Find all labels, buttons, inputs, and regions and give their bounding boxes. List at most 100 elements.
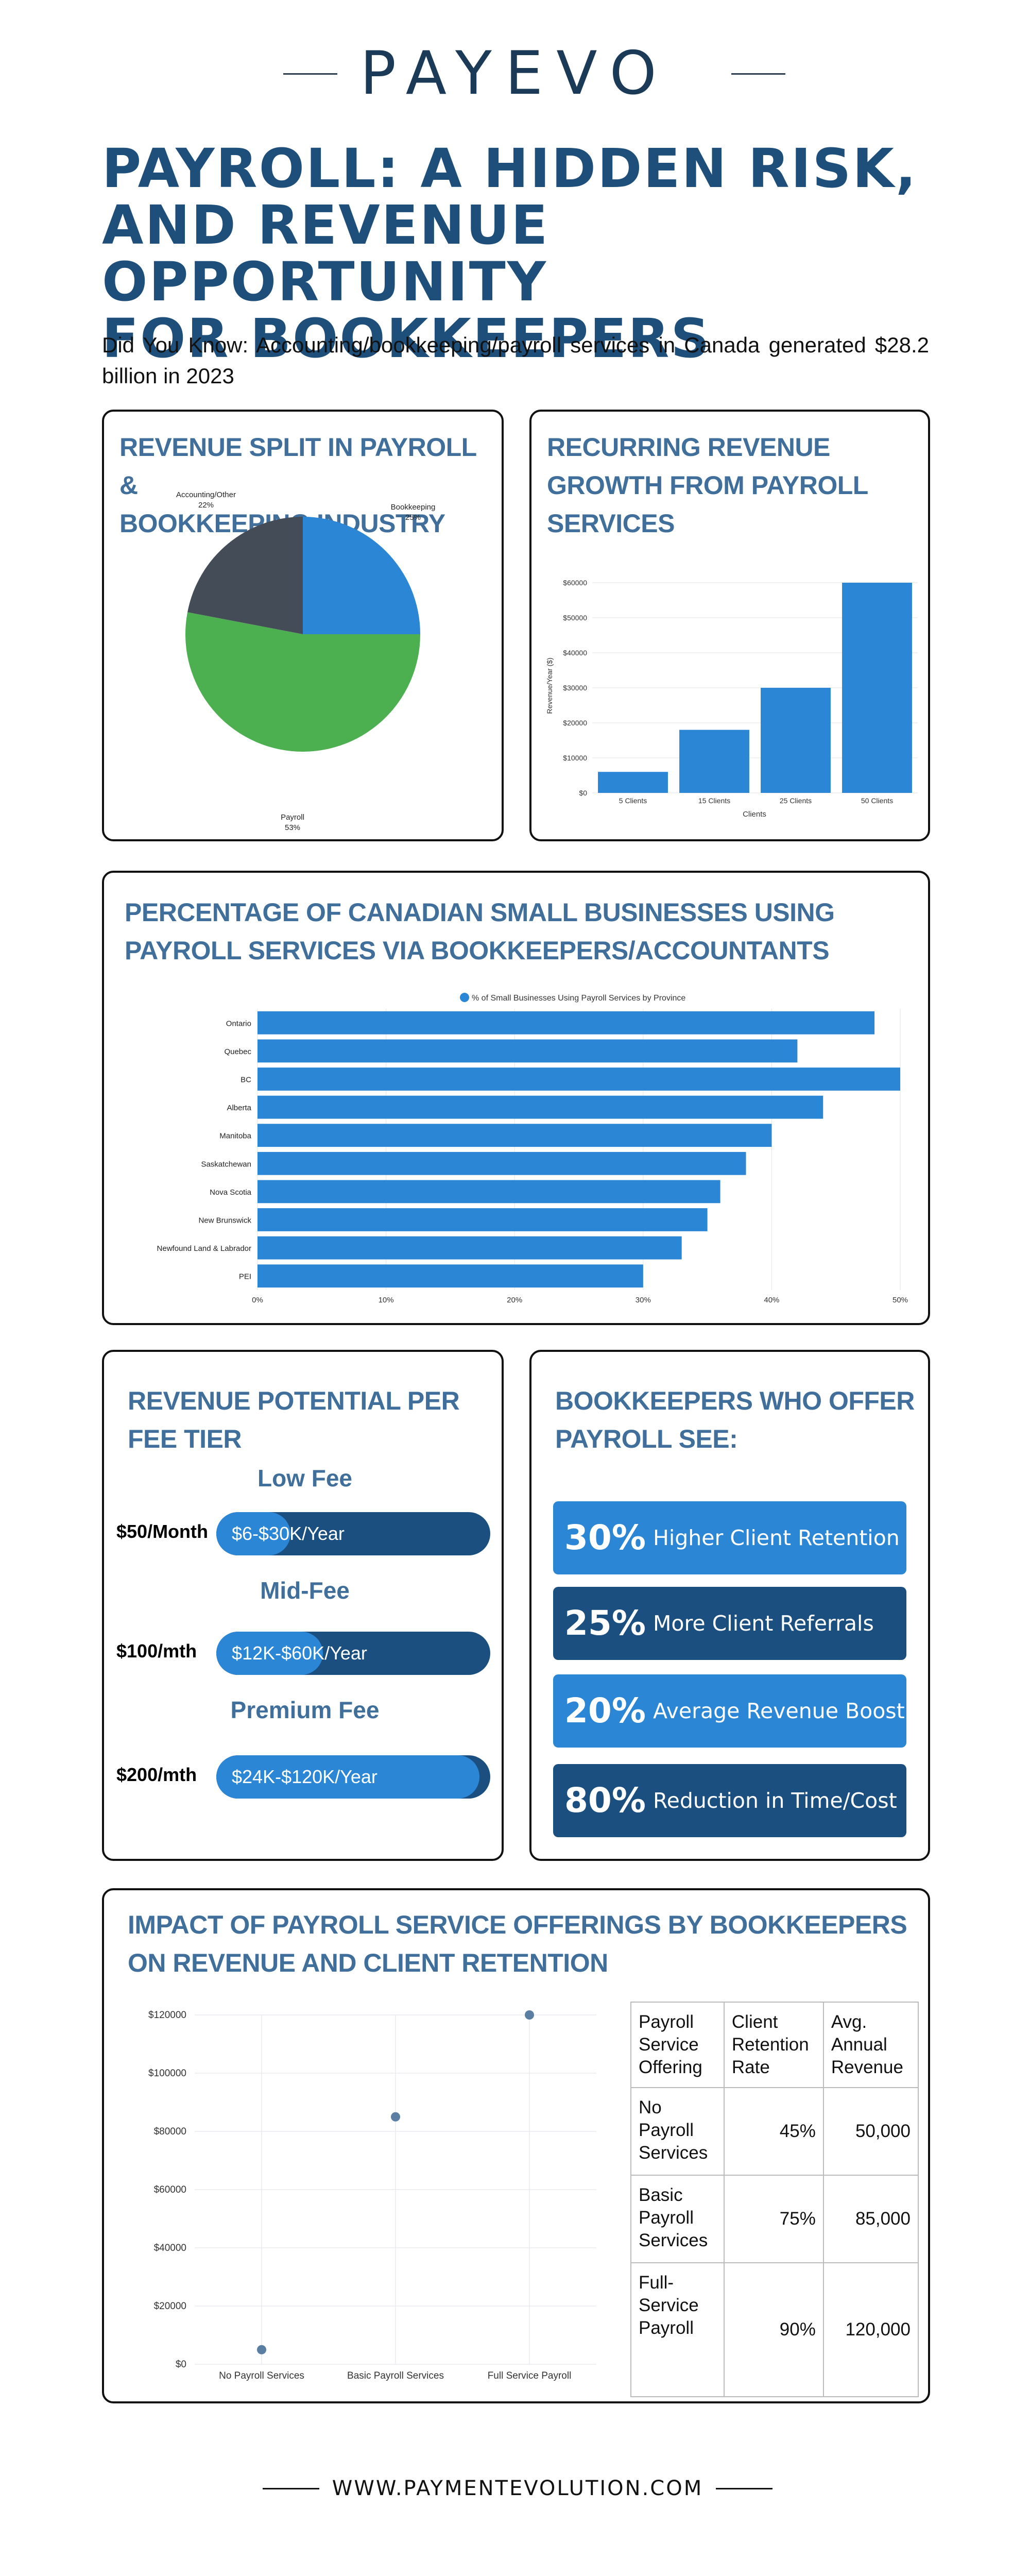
province-bar bbox=[258, 1236, 682, 1260]
recurring-revenue-card: RECURRING REVENUE GROWTH FROM PAYROLL SE… bbox=[529, 410, 930, 841]
province-bar bbox=[258, 1180, 720, 1204]
revenue-ytick: $50000 bbox=[563, 614, 587, 622]
fee-tier-title-line-1: REVENUE POTENTIAL PER bbox=[128, 1386, 460, 1415]
impact-title: IMPACT OF PAYROLL SERVICE OFFERINGS BY B… bbox=[128, 1906, 921, 1982]
table-cell: 75% bbox=[723, 2175, 824, 2263]
province-label: BC bbox=[241, 1076, 251, 1084]
title-line-1: PAYROLL: A HIDDEN RISK, bbox=[102, 137, 918, 200]
table-cell: Full-Service Payroll bbox=[630, 2262, 725, 2397]
tier-low-bar: $6-$30K/Year bbox=[216, 1512, 490, 1555]
pie-slice-accounting-other bbox=[187, 517, 303, 634]
impact-point bbox=[525, 2010, 534, 2020]
tier-premium-fill bbox=[216, 1755, 479, 1799]
tier-mid-price: $100/mth bbox=[116, 1640, 197, 1662]
page-title: PAYROLL: A HIDDEN RISK, AND REVENUE OPPO… bbox=[102, 140, 977, 367]
tier-mid-range: $12K-$60K/Year bbox=[232, 1642, 367, 1664]
recurring-revenue-title: RECURRING REVENUE GROWTH FROM PAYROLL SE… bbox=[547, 428, 918, 543]
logo-divider-right bbox=[731, 73, 785, 75]
revenue-bar bbox=[761, 688, 831, 793]
impact-ytick: $100000 bbox=[148, 2068, 186, 2079]
impact-xtick: No Payroll Services bbox=[219, 2370, 304, 2381]
stat-client-retention-text: Higher Client Retention bbox=[653, 1526, 900, 1550]
pie-slice-value: 25% bbox=[405, 513, 421, 522]
revenue-xtick: 25 Clients bbox=[780, 796, 812, 805]
revenue-xtick: 15 Clients bbox=[698, 796, 730, 805]
province-label: PEI bbox=[239, 1273, 251, 1281]
table-row: Full-Service Payroll 90% 120,000 bbox=[630, 2262, 919, 2397]
table-cell: 85,000 bbox=[822, 2175, 919, 2263]
fee-tier-card: REVENUE POTENTIAL PER FEE TIER Low Fee $… bbox=[102, 1350, 504, 1861]
impact-table-header: Payroll Service Offering bbox=[630, 2002, 725, 2088]
revenue-split-card: REVENUE SPLIT IN PAYROLL & BOOKKEEPING I… bbox=[102, 410, 504, 841]
revenue-split-title: REVENUE SPLIT IN PAYROLL & BOOKKEEPING I… bbox=[119, 428, 501, 543]
province-xtick: 0% bbox=[252, 1296, 263, 1304]
revenue-ytick: $0 bbox=[579, 789, 587, 797]
recurring-revenue-xlabel: Clients bbox=[743, 810, 766, 819]
province-xtick: 20% bbox=[507, 1296, 522, 1304]
logo-row: PAYEVO bbox=[0, 39, 1030, 108]
pie-slice-value: 53% bbox=[285, 823, 300, 832]
province-usage-title: PERCENTAGE OF CANADIAN SMALL BUSINESSES … bbox=[125, 893, 918, 970]
province-usage-title-line-1: PERCENTAGE OF CANADIAN SMALL BUSINESSES … bbox=[125, 898, 835, 927]
tier-mid-bar: $12K-$60K/Year bbox=[216, 1632, 490, 1675]
payroll-benefits-title-line-2: PAYROLL SEE: bbox=[555, 1425, 738, 1453]
province-label: Quebec bbox=[224, 1047, 251, 1056]
revenue-ytick: $20000 bbox=[563, 719, 587, 727]
province-bar bbox=[258, 1124, 772, 1147]
revenue-bar bbox=[842, 583, 912, 793]
revenue-ytick: $40000 bbox=[563, 649, 587, 657]
impact-scatter-chart: $0 $20000 $40000 $60000 $80000 $100000 $120000… bbox=[148, 2010, 596, 2381]
stat-time-cost-text: Reduction in Time/Cost bbox=[653, 1788, 897, 1813]
impact-title-line-1: IMPACT OF PAYROLL SERVICE OFFERINGS BY B… bbox=[128, 1910, 907, 1939]
pie-slice-bookkeeping bbox=[303, 517, 420, 634]
tier-low-fill bbox=[216, 1512, 290, 1555]
revenue-ytick: $10000 bbox=[563, 754, 587, 762]
pie-slice-name: Payroll bbox=[281, 813, 304, 822]
province-bar bbox=[258, 1264, 643, 1288]
province-legend-label: % of Small Businesses Using Payroll Serv… bbox=[472, 994, 685, 1003]
payroll-benefits-card: BOOKKEEPERS WHO OFFER PAYROLL SEE: 30% H… bbox=[529, 1350, 930, 1861]
pie-slice-name: Accounting/Other bbox=[176, 490, 236, 499]
revenue-xtick: 50 Clients bbox=[861, 796, 893, 805]
province-bar bbox=[258, 1067, 900, 1091]
province-bar bbox=[258, 1039, 798, 1063]
revenue-bar bbox=[679, 730, 749, 793]
impact-table: Payroll Service Offering Client Retentio… bbox=[630, 2002, 919, 2397]
stat-client-referrals-number: 25% bbox=[564, 1603, 646, 1643]
stat-revenue-boost-number: 20% bbox=[564, 1691, 646, 1731]
impact-title-line-2: ON REVENUE AND CLIENT RETENTION bbox=[128, 1948, 608, 1977]
province-label: Alberta bbox=[227, 1104, 251, 1112]
table-cell: No Payroll Services bbox=[630, 2087, 725, 2176]
impact-xtick: Basic Payroll Services bbox=[347, 2370, 444, 2381]
logo-divider-left bbox=[283, 73, 337, 75]
tier-premium-price: $200/mth bbox=[116, 1764, 197, 1785]
recurring-revenue-ylabel: Revenue/Year ($) bbox=[545, 657, 554, 714]
province-legend-swatch bbox=[460, 993, 469, 1002]
payroll-benefits-title-line-1: BOOKKEEPERS WHO OFFER bbox=[555, 1386, 915, 1415]
impact-ytick: $0 bbox=[176, 2359, 186, 2370]
title-line-2: AND REVENUE OPPORTUNITY bbox=[102, 194, 550, 313]
payevo-logo: PAYEVO bbox=[360, 39, 670, 108]
footer-website: WWW.PAYMENTEVOLUTION.COM bbox=[332, 2477, 703, 2500]
tier-premium-label: Premium Fee bbox=[230, 1697, 380, 1723]
impact-table-header-row: Payroll Service Offering Client Retentio… bbox=[630, 2002, 919, 2088]
table-cell: 45% bbox=[723, 2087, 824, 2176]
table-cell: Basic Payroll Services bbox=[630, 2175, 725, 2263]
stat-time-cost-number: 80% bbox=[564, 1781, 646, 1820]
impact-xtick: Full Service Payroll bbox=[488, 2370, 572, 2381]
province-usage-title-line-2: PAYROLL SERVICES VIA BOOKKEEPERS/ACCOUNT… bbox=[125, 936, 830, 965]
impact-ytick: $80000 bbox=[154, 2126, 186, 2137]
fee-tier-title-line-2: FEE TIER bbox=[128, 1425, 242, 1453]
title-line-3: FOR BOOKKEEPERS bbox=[102, 307, 711, 370]
footer: WWW.PAYMENTEVOLUTION.COM bbox=[0, 2473, 1030, 2504]
tier-low-label: Low Fee bbox=[257, 1465, 353, 1492]
recurring-revenue-title-line-3: SERVICES bbox=[547, 509, 675, 538]
province-xtick: 10% bbox=[379, 1296, 394, 1304]
pie-slice-value: 22% bbox=[198, 501, 214, 510]
province-label: Manitoba bbox=[219, 1132, 251, 1141]
province-usage-bar-chart: % of Small Businesses Using Payroll Serv… bbox=[157, 993, 908, 1304]
province-bar bbox=[258, 1208, 708, 1231]
impact-ytick: $20000 bbox=[154, 2301, 186, 2312]
revenue-xtick: 5 Clients bbox=[619, 796, 647, 805]
